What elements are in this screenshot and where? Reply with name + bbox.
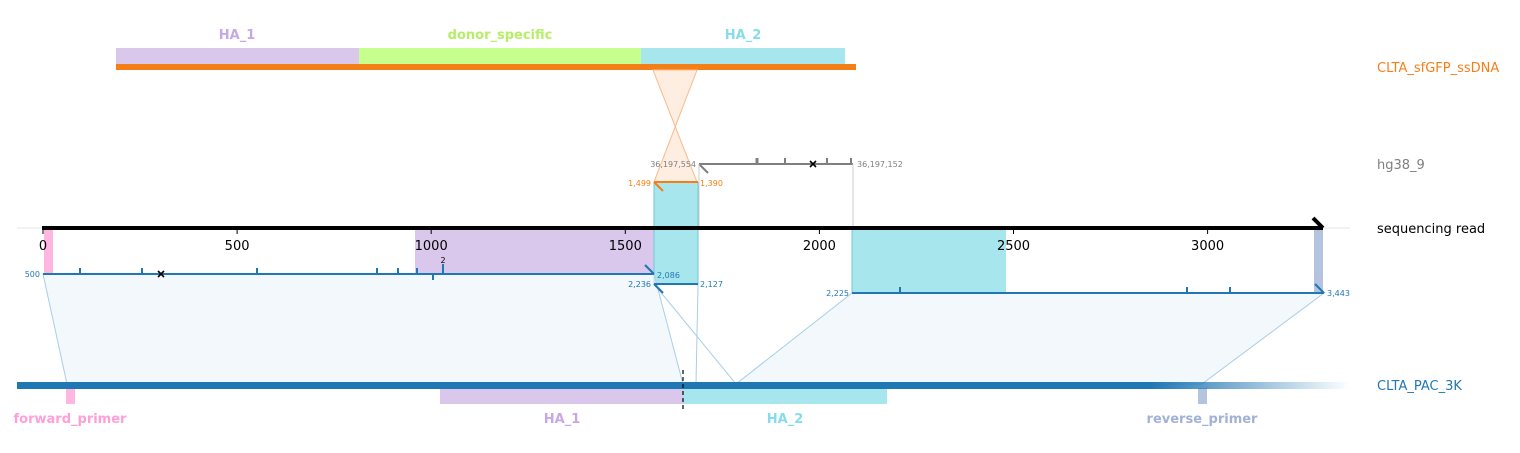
- read-axis-tick-label: 500: [225, 239, 250, 254]
- target-alignment-2-start-hook: [653, 283, 664, 294]
- target-alignment-3-label-end: 3,443: [1327, 289, 1350, 298]
- target-feature-ha2-bar: [683, 388, 887, 404]
- read-region-reverse-primer: [1314, 228, 1323, 293]
- donor-feature-donor-specific-label: donor_specific: [448, 28, 553, 43]
- target-alignment-1-label-end: 2,086: [657, 271, 680, 280]
- read-axis-tick-label: 1000: [415, 239, 448, 254]
- target-alignment-2-label-start: 2,236: [628, 280, 651, 289]
- hg38-deletion-marker: [809, 160, 817, 168]
- track-label-donor: CLTA_sfGFP_ssDNA: [1377, 61, 1499, 76]
- donor-feature-donor-specific-bar: [359, 48, 641, 64]
- target-alignment-1-insertion-count: 2: [440, 256, 445, 265]
- read-end-arrow: [1311, 216, 1325, 230]
- track-label-read: sequencing read: [1377, 222, 1485, 237]
- donor-alignment: 1,499 1,390: [628, 179, 723, 192]
- hg38-alignment-end-hook: [698, 163, 709, 174]
- read-axis-ticks: 0 500 1000 1500 2000 2500 3000: [39, 228, 1224, 254]
- target-alignment-1-deletion-marker: [157, 270, 165, 278]
- target-alignments: 2 500 2,086 2,236 2,127 2,225 3,443: [25, 256, 1350, 298]
- target-track: forward_primer HA_1 HA_2 reverse_primer: [14, 370, 1350, 427]
- donor-feature-ha1-bar: [116, 48, 359, 64]
- target-alignment-3-projection: [734, 292, 1326, 385]
- donor-feature-ha2-bar: [641, 48, 845, 64]
- donor-alignment-start-hook: [653, 181, 664, 192]
- track-label-hg38: hg38_9: [1377, 158, 1425, 173]
- target-alignment-1-end-hook: [644, 264, 655, 275]
- target-feature-reverse-primer-bar: [1198, 388, 1207, 404]
- donor-feature-ha1-label: HA_1: [219, 28, 256, 43]
- donor-sequence-line: [116, 64, 856, 70]
- read-region-ha1: [415, 228, 655, 274]
- read-axis-tick-label: 0: [39, 239, 47, 254]
- target-feature-reverse-primer-label: reverse_primer: [1147, 412, 1259, 427]
- read-axis-tick-label: 1500: [609, 239, 642, 254]
- read-axis: 0 500 1000 1500 2000 2500 3000: [17, 216, 1350, 254]
- target-feature-ha1-label: HA_1: [544, 412, 581, 427]
- hg38-label-end: 36,197,152: [857, 160, 903, 169]
- read-region-ha2-donor: [654, 182, 698, 284]
- donor-feature-ha2-label: HA_2: [725, 28, 762, 43]
- target-alignment-1-label-start: 500: [25, 270, 40, 279]
- target-feature-ha1-bar: [440, 388, 683, 404]
- target-alignment-3-end-hook: [1314, 283, 1325, 294]
- hg38-alignment: 36,197,554 36,197,152: [650, 158, 903, 229]
- target-feature-ha2-label: HA_2: [767, 412, 804, 427]
- target-feature-forward-primer-bar: [66, 388, 75, 404]
- read-region-forward-primer: [44, 228, 53, 274]
- read-axis-tick-label: 3000: [1191, 239, 1224, 254]
- target-alignment-3-label-start: 2,225: [826, 289, 849, 298]
- donor-alignment-label-end: 1,390: [700, 179, 723, 188]
- hg38-label-start: 36,197,554: [650, 160, 696, 169]
- donor-alignment-label-start: 1,499: [628, 179, 651, 188]
- read-axis-tick-label: 2000: [803, 239, 836, 254]
- donor-track: HA_1 donor_specific HA_2: [116, 28, 856, 70]
- read-axis-tick-label: 2500: [997, 239, 1030, 254]
- track-label-target: CLTA_PAC_3K: [1377, 379, 1462, 394]
- target-alignment-1-projection: [42, 273, 684, 385]
- target-feature-forward-primer-label: forward_primer: [14, 412, 128, 427]
- target-alignment-2-label-end: 2,127: [700, 280, 723, 289]
- read-region-ha2: [852, 228, 1006, 293]
